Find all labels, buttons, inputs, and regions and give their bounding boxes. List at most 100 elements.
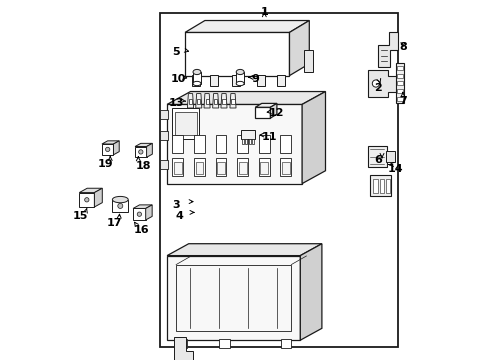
Bar — [396, 66, 402, 70]
Polygon shape — [185, 21, 309, 32]
Bar — [396, 81, 402, 85]
Bar — [280, 339, 291, 348]
Polygon shape — [133, 205, 152, 208]
Circle shape — [137, 212, 141, 216]
Bar — [385, 151, 394, 162]
Bar — [160, 131, 167, 140]
Bar — [255, 107, 270, 118]
Polygon shape — [145, 205, 152, 220]
Bar — [205, 99, 208, 104]
Bar — [174, 162, 182, 174]
Polygon shape — [173, 337, 193, 360]
Text: 13: 13 — [168, 98, 183, 108]
Bar — [236, 72, 244, 84]
Bar — [135, 147, 146, 157]
Bar — [373, 179, 377, 193]
Bar — [237, 135, 247, 153]
Bar — [258, 158, 269, 176]
Polygon shape — [203, 94, 210, 108]
Ellipse shape — [112, 197, 128, 203]
Bar — [369, 175, 390, 196]
Bar — [172, 135, 183, 153]
Bar — [194, 158, 204, 176]
Ellipse shape — [236, 69, 244, 75]
Bar — [237, 158, 247, 176]
Polygon shape — [167, 244, 321, 256]
Bar — [215, 135, 226, 153]
Polygon shape — [221, 94, 226, 108]
Bar — [251, 139, 253, 144]
Bar — [79, 193, 94, 207]
Bar — [176, 265, 291, 331]
Bar — [231, 99, 234, 104]
Circle shape — [105, 147, 110, 152]
Bar — [367, 146, 386, 167]
Bar — [385, 179, 389, 193]
Bar — [303, 50, 312, 72]
Polygon shape — [255, 103, 276, 107]
Text: 18: 18 — [136, 161, 151, 171]
Bar — [248, 139, 250, 144]
Circle shape — [118, 203, 122, 208]
Bar — [242, 139, 244, 144]
Circle shape — [139, 150, 142, 154]
Bar — [396, 74, 402, 77]
Bar — [238, 162, 246, 174]
Bar — [395, 63, 403, 103]
Bar — [172, 158, 183, 176]
Bar — [258, 135, 269, 153]
Text: 10: 10 — [170, 74, 185, 84]
Text: 3: 3 — [172, 200, 180, 210]
Bar — [396, 89, 402, 93]
Bar — [215, 158, 226, 176]
Bar — [172, 108, 199, 139]
Text: 12: 12 — [268, 108, 284, 118]
Bar — [210, 75, 218, 86]
Polygon shape — [367, 70, 396, 97]
Text: 19: 19 — [98, 159, 114, 169]
Polygon shape — [212, 94, 218, 108]
Bar — [280, 135, 291, 153]
Bar — [185, 32, 289, 76]
Bar — [167, 104, 302, 184]
Bar — [102, 144, 113, 155]
Text: 5: 5 — [172, 47, 180, 57]
Polygon shape — [377, 32, 397, 67]
Polygon shape — [289, 21, 309, 76]
Polygon shape — [135, 143, 152, 147]
Text: 15: 15 — [73, 211, 88, 221]
Polygon shape — [79, 188, 102, 193]
Polygon shape — [167, 91, 325, 104]
Bar — [396, 97, 402, 101]
Bar — [112, 199, 128, 212]
Text: 1: 1 — [260, 6, 267, 17]
Polygon shape — [229, 94, 236, 108]
Bar — [245, 139, 246, 144]
Bar — [192, 75, 200, 86]
Bar — [241, 130, 254, 139]
Text: 16: 16 — [134, 225, 149, 235]
Bar — [282, 162, 289, 174]
Text: 8: 8 — [398, 42, 406, 52]
Polygon shape — [146, 143, 152, 157]
Polygon shape — [187, 94, 193, 108]
Ellipse shape — [193, 69, 201, 75]
Ellipse shape — [236, 81, 244, 86]
Text: 7: 7 — [398, 96, 406, 106]
Ellipse shape — [193, 81, 201, 86]
Text: 6: 6 — [373, 155, 381, 165]
Bar — [257, 75, 264, 86]
Polygon shape — [270, 103, 276, 118]
Bar — [280, 158, 291, 176]
Bar — [214, 99, 217, 104]
Polygon shape — [302, 91, 325, 184]
Bar — [276, 75, 284, 86]
Bar — [176, 339, 186, 348]
Text: 4: 4 — [175, 211, 183, 221]
Text: 9: 9 — [251, 74, 259, 84]
Polygon shape — [94, 188, 102, 207]
Bar — [231, 75, 239, 86]
Bar — [217, 162, 224, 174]
Bar — [193, 72, 201, 84]
Polygon shape — [300, 244, 321, 340]
